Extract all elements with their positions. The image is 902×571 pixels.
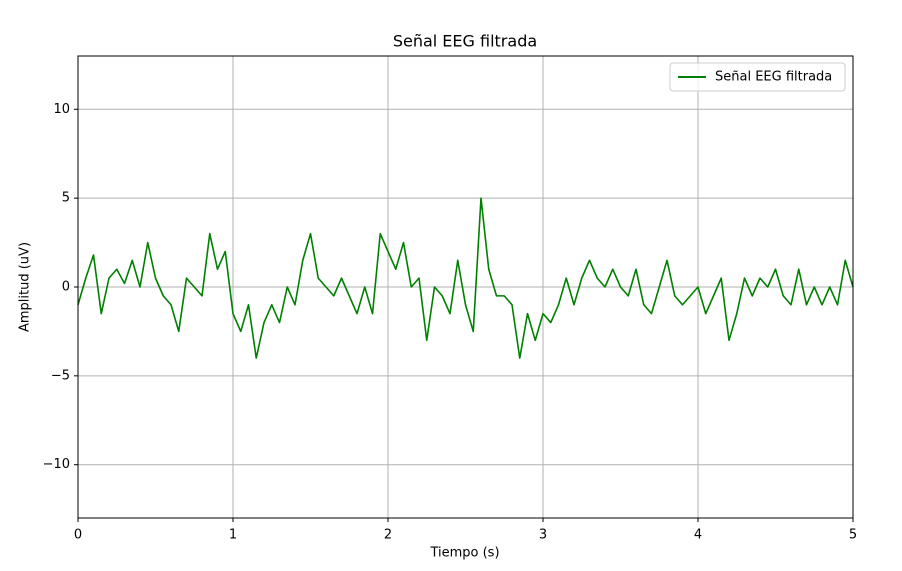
y-tick-label: −10 (43, 457, 70, 472)
x-tick-label: 4 (694, 528, 702, 543)
x-axis-label: Tiempo (s) (429, 546, 499, 561)
grid (77, 56, 854, 518)
line-series (77, 197, 854, 359)
legend-box (669, 62, 846, 92)
x-tick-label: 1 (229, 528, 237, 543)
y-tick-label: 5 (62, 191, 70, 206)
y-axis-label: Amplitud (uV) (18, 242, 33, 332)
x-tick-label: 5 (849, 528, 857, 543)
legend: Señal EEG filtrada (669, 62, 846, 92)
x-tick-label: 2 (384, 528, 392, 543)
y-tick-label: 10 (53, 102, 70, 117)
x-tick-label: 3 (539, 528, 547, 543)
x-tick-label: 0 (74, 528, 82, 543)
y-tick-label: 0 (62, 280, 70, 295)
plot-area (77, 197, 854, 359)
legend-label: Señal EEG filtrada (715, 70, 832, 85)
chart-title: Señal EEG filtrada (393, 32, 537, 51)
y-tick-label: −5 (51, 368, 70, 383)
